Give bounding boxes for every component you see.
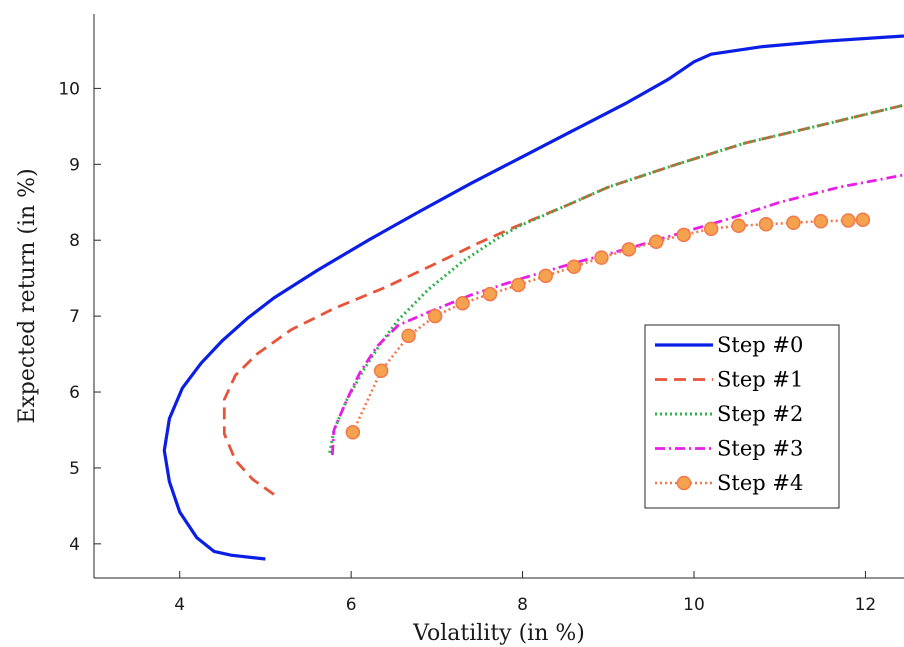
series-marker-step-4 [538, 268, 553, 284]
x-tick-label: 4 [174, 595, 185, 615]
y-tick-label: 10 [58, 79, 80, 99]
series-marker-step-4 [758, 217, 774, 232]
series-line-step-1 [222, 103, 904, 496]
series-marker-step-4 [703, 221, 719, 237]
series-marker-step-4 [786, 215, 801, 230]
legend-box [644, 324, 840, 509]
series-marker-step-4 [482, 286, 498, 302]
x-tick-label: 8 [517, 595, 528, 615]
legend-marker-step-4 [676, 475, 692, 491]
series-marker-step-4 [841, 213, 856, 228]
series-marker-step-4 [813, 213, 829, 229]
series-marker-step-4 [566, 259, 582, 275]
y-tick-label: 8 [69, 231, 80, 251]
series-marker-step-4 [455, 295, 470, 311]
x-tick-label: 6 [346, 595, 357, 615]
series-line-step-0 [162, 34, 904, 561]
x-tick-label: 10 [683, 595, 705, 615]
legend-label-step-3: Step #3 [717, 437, 803, 461]
legend-label-step-1: Step #1 [717, 368, 803, 392]
series-marker-step-4 [594, 250, 609, 265]
x-tick-label: 12 [855, 595, 877, 615]
x-ticks: 4 6 8 10 12 [174, 571, 876, 615]
legend: Step #0 Step #1 Step #2 Step #3 Step #4 [644, 324, 840, 509]
y-tick-label: 4 [69, 535, 80, 555]
y-axis-title: Expected return (in %) [15, 168, 40, 423]
legend-label-step-0: Step #0 [717, 333, 803, 357]
series-marker-step-4 [649, 234, 664, 249]
series-marker-step-4 [401, 328, 416, 344]
series-marker-step-4 [621, 242, 637, 257]
series-marker-step-4 [676, 227, 691, 243]
series-marker-step-4 [511, 277, 526, 293]
legend-label-step-2: Step #2 [717, 402, 803, 426]
series-marker-step-4 [731, 218, 746, 234]
y-tick-label: 6 [69, 383, 80, 403]
x-axis-title: Volatility (in %) [412, 621, 585, 646]
legend-label-step-4: Step #4 [717, 471, 803, 495]
axes: 4 6 8 10 12 4 5 6 7 8 9 10 [58, 14, 904, 615]
series-marker-step-4 [345, 425, 361, 440]
y-tick-label: 5 [69, 459, 80, 479]
series-marker-step-4 [855, 212, 871, 227]
series-line-step-3 [330, 173, 904, 456]
series-marker-step-4 [427, 308, 443, 324]
y-ticks: 4 5 6 7 8 9 10 [58, 79, 101, 555]
series-line-step-2 [328, 103, 904, 454]
y-tick-label: 7 [69, 307, 80, 327]
plot-area [162, 34, 904, 561]
series-marker-step-4 [373, 363, 389, 379]
y-tick-label: 9 [69, 155, 80, 175]
